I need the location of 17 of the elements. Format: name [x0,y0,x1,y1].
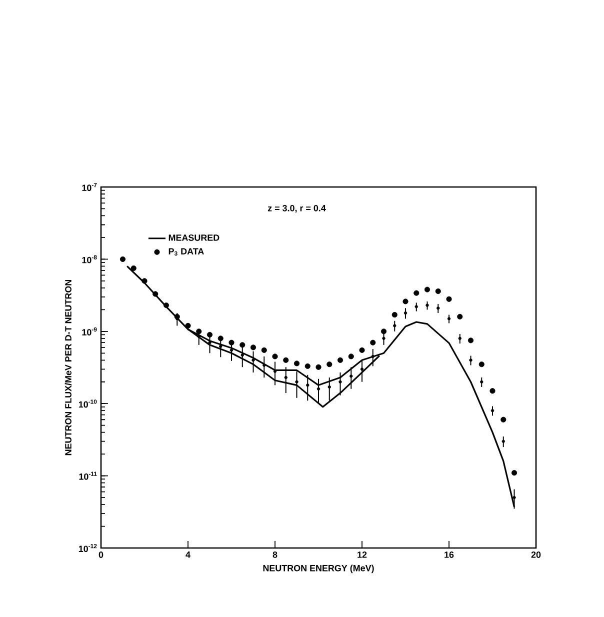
x-tick-label: 0 [98,552,104,558]
y-tick-label: 10$^{-11}$ [79,472,97,480]
y-tick-label: 10$^{-12}$ [78,544,97,552]
x-axis-title: NEUTRON ENERGY (MeV) [263,564,374,574]
x-tick-label: 16 [444,552,454,558]
y-tick-label: 10$^{-9}$ [82,327,97,336]
x-tick-label: 8 [272,552,278,558]
legend-label: P$_{3}$ DATA [168,248,204,256]
legend-label: MEASURED [168,234,220,241]
y-tick-label: 10$^{-7}$ [82,183,97,192]
x-tick-label: 20 [531,552,541,558]
y-axis-title: NEUTRON FLUX/MeV PER D-T NEUTRON [64,280,72,456]
y-tick-label: 10$^{-8}$ [82,255,97,264]
x-tick-label: 12 [358,552,367,558]
x-tick-label: 4 [186,552,190,558]
annotation: z = 3.0, r = 0.4 [268,204,326,213]
y-tick-label: 10$^{-10}$ [78,400,97,408]
